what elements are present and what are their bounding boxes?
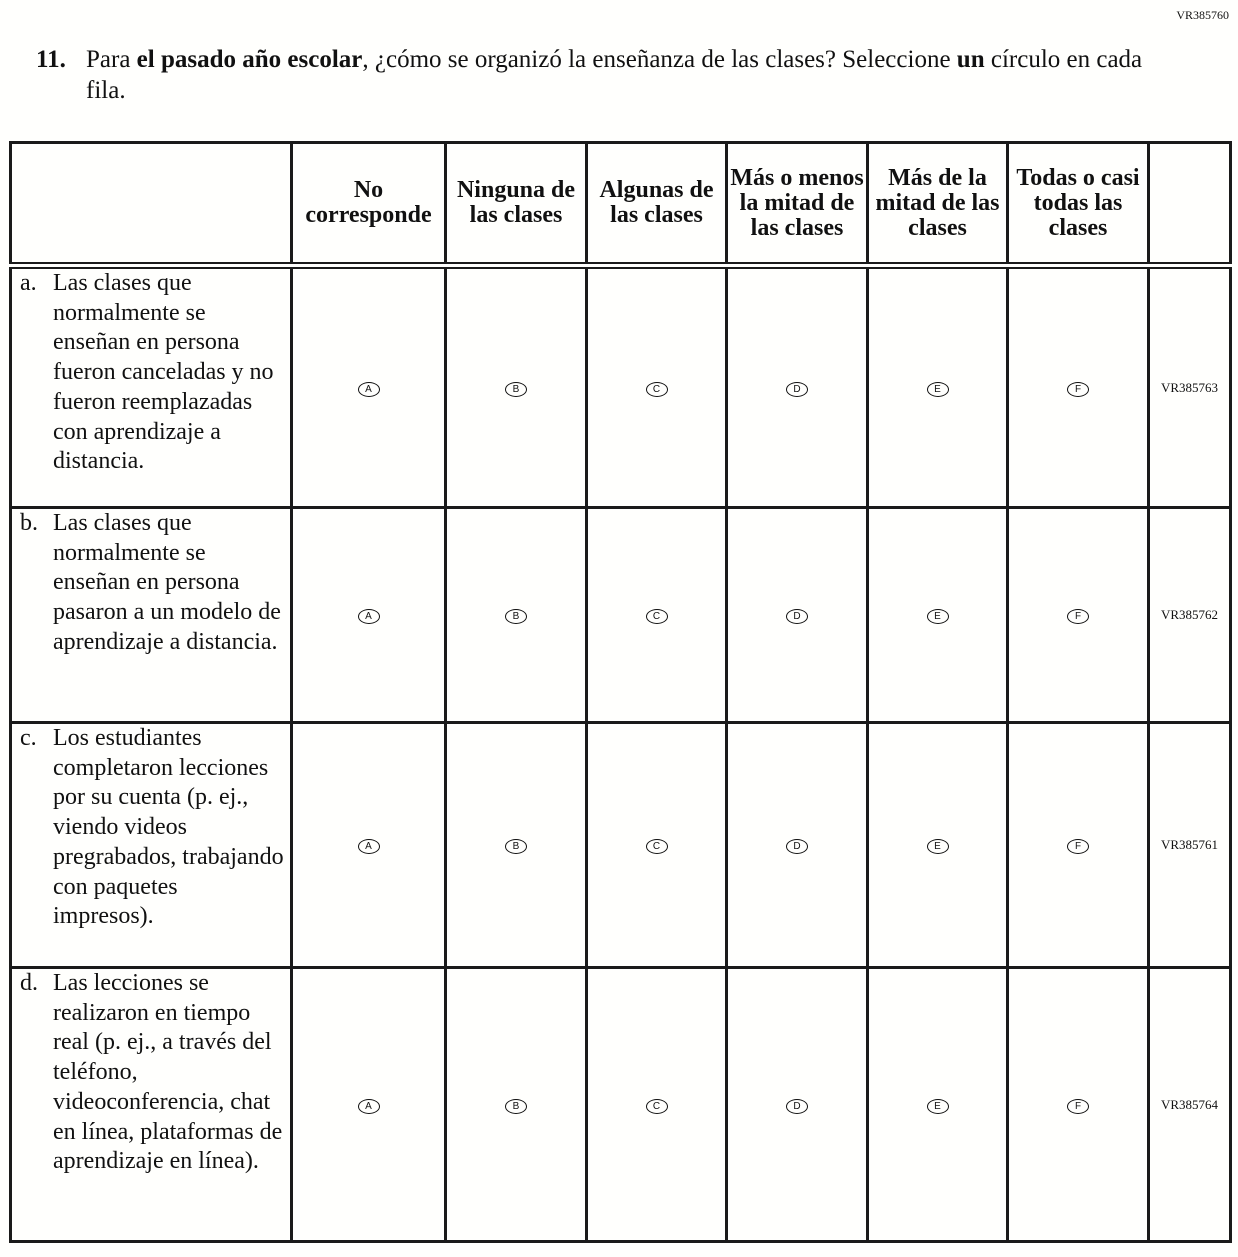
answer-cell: A (290, 264, 447, 509)
answer-cell: D (725, 264, 869, 509)
answer-cell: C (585, 721, 728, 969)
answer-bubble-c[interactable]: C (645, 381, 668, 397)
row-label: b. (20, 510, 38, 536)
question: 11. Para el pasado año escolar, ¿cómo se… (36, 44, 1186, 106)
answer-bubble-b[interactable]: B (505, 381, 527, 397)
answer-bubble-a[interactable]: A (357, 381, 380, 397)
table-row: d. Las lecciones se realizaron en tiempo … (9, 966, 1232, 1243)
answer-bubble-d[interactable]: D (786, 1098, 808, 1114)
answer-bubble-f[interactable]: F (1067, 381, 1089, 397)
header-id-blank (1147, 141, 1232, 269)
answer-cell: F (1006, 966, 1150, 1243)
answer-cell: E (866, 506, 1009, 724)
answer-bubble-b[interactable]: B (505, 609, 527, 624)
header-blank (9, 141, 293, 269)
row-statement: a. Las clases que normalmente se enseñan … (9, 264, 293, 509)
answer-cell: D (725, 721, 869, 969)
column-header: Todas o casi todas las clases (1006, 141, 1150, 269)
answer-cell: F (1006, 721, 1150, 969)
answer-bubble-b[interactable]: B (505, 839, 527, 854)
answer-cell: B (444, 966, 588, 1243)
row-id: VR385761 (1147, 721, 1232, 969)
column-header: Ninguna de las clases (444, 141, 588, 269)
answer-bubble-e[interactable]: E (926, 609, 949, 624)
answer-cell: A (290, 966, 447, 1243)
answer-bubble-f[interactable]: F (1067, 1098, 1089, 1114)
answer-bubble-e[interactable]: E (926, 381, 949, 397)
question-number: 11. (36, 46, 66, 73)
row-text: Las lecciones se realizaron en tiempo re… (53, 970, 283, 1175)
answer-cell: B (444, 721, 588, 969)
column-header: Más de la mitad de las clases (866, 141, 1009, 269)
answer-bubble-a[interactable]: A (357, 609, 380, 624)
row-statement: d. Las lecciones se realizaron en tiempo … (9, 966, 293, 1243)
row-text: Las clases que normalmente se enseñan en… (53, 510, 281, 655)
answer-bubble-a[interactable]: A (357, 839, 380, 854)
answer-cell: A (290, 506, 447, 724)
answer-cell: D (725, 506, 869, 724)
table-row: c. Los estudiantes completaron lecciones … (9, 721, 1232, 969)
answer-cell: B (444, 506, 588, 724)
row-id: VR385762 (1147, 506, 1232, 724)
row-text: Los estudiantes completaron lecciones po… (53, 725, 284, 930)
row-id: VR385763 (1147, 264, 1232, 509)
answer-cell: F (1006, 506, 1150, 724)
answer-cell: B (444, 264, 588, 509)
question-text: Para el pasado año escolar, ¿cómo se org… (86, 46, 1143, 104)
answer-cell: F (1006, 264, 1150, 509)
table-row: a. Las clases que normalmente se enseñan … (9, 264, 1232, 509)
answer-bubble-d[interactable]: D (786, 839, 808, 854)
answer-cell: D (725, 966, 869, 1243)
answer-bubble-d[interactable]: D (786, 381, 808, 397)
response-grid: No corresponde Ninguna de las clases Algun… (9, 141, 1232, 1243)
row-id: VR385764 (1147, 966, 1232, 1243)
table-row: b. Las clases que normalmente se enseñan … (9, 506, 1232, 724)
column-header: No corresponde (290, 141, 447, 269)
row-label: c. (20, 725, 37, 751)
answer-bubble-e[interactable]: E (926, 839, 949, 854)
row-statement: c. Los estudiantes completaron lecciones … (9, 721, 293, 969)
answer-cell: C (585, 966, 728, 1243)
column-header: Más o menos la mitad de las clases (725, 141, 869, 269)
row-text: Las clases que normalmente se enseñan en… (53, 270, 274, 475)
answer-cell: E (866, 264, 1009, 509)
answer-cell: C (585, 506, 728, 724)
answer-bubble-e[interactable]: E (926, 1098, 949, 1114)
answer-cell: A (290, 721, 447, 969)
answer-cell: E (866, 721, 1009, 969)
answer-bubble-b[interactable]: B (505, 1098, 527, 1114)
answer-bubble-f[interactable]: F (1067, 839, 1089, 854)
answer-bubble-d[interactable]: D (786, 609, 808, 624)
answer-cell: E (866, 966, 1009, 1243)
column-header: Algunas de las clases (585, 141, 728, 269)
answer-cell: C (585, 264, 728, 509)
answer-bubble-c[interactable]: C (645, 839, 668, 854)
answer-bubble-c[interactable]: C (645, 1098, 668, 1114)
row-label: d. (20, 970, 38, 996)
answer-bubble-c[interactable]: C (645, 609, 668, 624)
answer-bubble-a[interactable]: A (357, 1098, 380, 1114)
form-id: VR385760 (1176, 8, 1229, 22)
row-statement: b. Las clases que normalmente se enseñan … (9, 506, 293, 724)
row-label: a. (20, 270, 37, 296)
answer-bubble-f[interactable]: F (1067, 609, 1089, 624)
